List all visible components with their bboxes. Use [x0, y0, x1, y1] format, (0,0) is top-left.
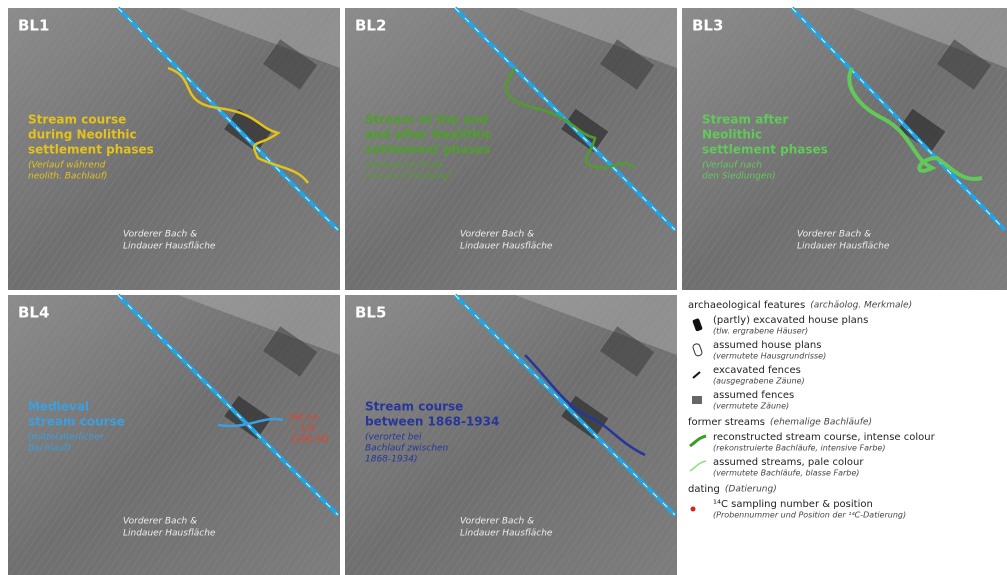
stream-description-de: (verortet bei — [365, 433, 422, 443]
figure: BL1Stream courseduring Neolithicsettleme… — [0, 0, 1007, 575]
symbol-house — [692, 318, 703, 332]
stream-description: settlement phases — [702, 143, 828, 157]
panel-label: BL3 — [692, 17, 723, 35]
stream-description: settlement phases — [365, 143, 491, 157]
stream-description: Neolithic — [702, 128, 762, 142]
legend-item: assumed streams, pale colour — [713, 457, 864, 468]
legend-item-de: (rekonstruierte Bachläufe, intensive Far… — [713, 444, 885, 453]
symbol-assumed-fence — [692, 396, 702, 404]
place-label: Vorderer Bach & — [123, 517, 197, 527]
legend-heading: dating — [688, 484, 720, 495]
legend-item: (partly) excavated house plans — [713, 315, 868, 326]
place-label: Vorderer Bach & — [123, 230, 197, 240]
legend-item-de: (Probennummer und Position der ¹⁴C-Datie… — [713, 511, 906, 520]
stream-description: Stream course — [365, 400, 463, 414]
place-label: Vorderer Bach & — [797, 230, 871, 240]
place-label: Lindauer Hausfläche — [460, 242, 553, 252]
stream-description: and after Neolithic — [365, 128, 492, 142]
legend-item: ¹⁴C sampling number & position — [713, 499, 873, 510]
stream-description: Stream course — [28, 113, 126, 127]
stream-description: settlement phases — [28, 143, 154, 157]
legend-heading: former streams — [688, 417, 765, 428]
panel-label: BL2 — [355, 17, 386, 35]
place-label: Vorderer Bach & — [460, 230, 534, 240]
legend-item-de: (vermutete Zäune) — [713, 402, 789, 411]
symbol-sample — [691, 507, 696, 512]
stream-description-de: und nach Siedlung) — [365, 172, 452, 182]
place-label: Lindauer Hausfläche — [123, 529, 216, 539]
legend-heading: archaeological features — [688, 300, 805, 311]
legend-item: assumed house plans — [713, 340, 821, 351]
stream-description-de: (Verlauf während — [28, 161, 106, 171]
stream-description: Stream at the end — [365, 113, 488, 127]
stream-description: stream course — [28, 415, 125, 429]
panel-label: BL4 — [18, 304, 49, 322]
legend-item: excavated fences — [713, 365, 801, 376]
stream-description-de: 1868-1934) — [365, 455, 418, 465]
panel-label: BL1 — [18, 17, 49, 35]
place-label: Lindauer Hausfläche — [460, 529, 553, 539]
legend-item-de: (vermutete Bachläufe, blasse Farbe) — [713, 469, 859, 478]
place-label: Vorderer Bach & — [460, 517, 534, 527]
symbol-stream — [690, 436, 706, 446]
legend-item-de: (vermutete Hausgrundrisse) — [713, 352, 826, 361]
legend-item-de: (ausgegrabene Zäune) — [713, 377, 805, 386]
stream-description-de: (mittelalterlicher — [28, 433, 105, 443]
legend-item: reconstructed stream course, intense col… — [713, 432, 936, 443]
stream-description-de: Bachlauf zwischen — [365, 444, 449, 454]
legend: archaeological features (archäolog. Merkm… — [688, 300, 936, 520]
legend-item: assumed fences — [713, 390, 794, 401]
stream-description: during Neolithic — [28, 128, 137, 142]
place-label: Lindauer Hausfläche — [797, 242, 890, 252]
dating-note: ~ 1/4 — [290, 424, 315, 434]
legend-heading-de: (ehemalige Bachläufe) — [770, 418, 872, 428]
stream-description-de: den Siedlungen) — [702, 172, 776, 182]
symbol-stream — [690, 461, 706, 471]
stream-description-de: (Verlauf nach — [702, 161, 762, 171]
stream-description: Stream after — [702, 113, 788, 127]
dating-note: 1280 AD — [290, 435, 329, 445]
stream-description-de: neolith. Bachlauf) — [28, 172, 107, 182]
panel-label: BL5 — [355, 304, 386, 322]
legend-heading-de: (Datierung) — [725, 485, 777, 495]
legend-item-de: (tlw. ergrabene Häuser) — [713, 327, 808, 336]
stream-description-de: (Verlauf am Ende — [365, 161, 443, 171]
legend-heading-de: (archäolog. Merkmale) — [810, 301, 912, 311]
dating-note: lab no. — [290, 413, 321, 423]
symbol-fence — [693, 372, 700, 378]
stream-description-de: Bachlauf) — [28, 444, 71, 454]
place-label: Lindauer Hausfläche — [123, 242, 216, 252]
symbol-assumed-house — [692, 343, 703, 357]
stream-description: Medieval — [28, 400, 89, 414]
stream-description: between 1868-1934 — [365, 415, 499, 429]
